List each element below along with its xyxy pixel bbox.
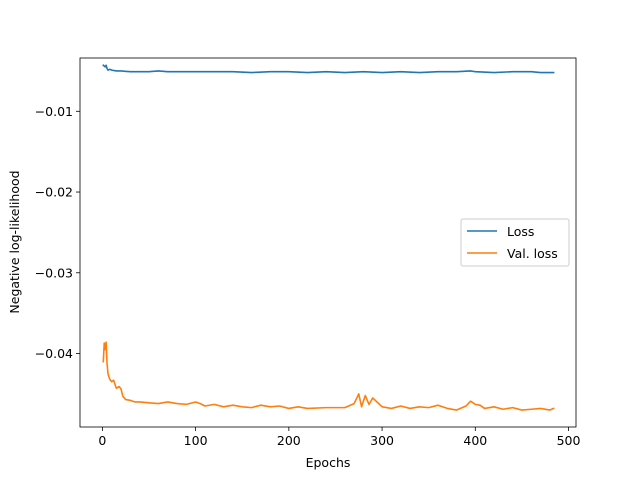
y-tick-label: −0.02 xyxy=(35,185,73,200)
x-axis-label: Epochs xyxy=(306,455,351,470)
x-tick-label: 400 xyxy=(463,433,487,448)
x-tick-label: 0 xyxy=(98,433,106,448)
series-line-loss xyxy=(102,64,555,74)
y-tick-label: −0.04 xyxy=(35,346,73,361)
x-tick-label: 300 xyxy=(370,433,394,448)
series-line-val-loss xyxy=(102,341,555,411)
y-tick-label: −0.03 xyxy=(35,265,73,280)
x-tick-label: 200 xyxy=(277,433,301,448)
x-axis: 0 100 200 300 400 500 xyxy=(98,427,581,448)
legend: Loss Val. loss xyxy=(460,218,570,267)
y-axis: −0.01 −0.02 −0.03 −0.04 xyxy=(35,104,80,361)
legend-label-val-loss: Val. loss xyxy=(507,246,558,261)
x-tick-label: 100 xyxy=(184,433,208,448)
series-layer xyxy=(102,64,555,411)
plot-frame xyxy=(79,57,577,428)
y-tick-label: −0.01 xyxy=(35,104,73,119)
y-axis-label: Negative log-likelihood xyxy=(7,170,22,313)
x-tick-label: 500 xyxy=(557,433,581,448)
legend-label-loss: Loss xyxy=(507,224,534,239)
